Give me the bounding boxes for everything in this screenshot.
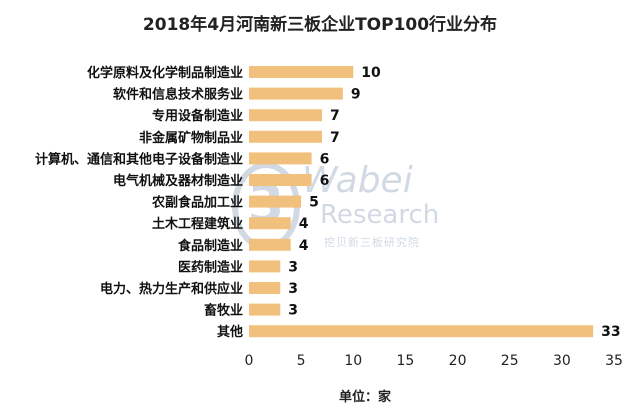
bar	[249, 66, 354, 78]
data-label: 3	[288, 281, 298, 297]
data-label: 5	[309, 195, 319, 211]
x-tick-label: 10	[344, 353, 362, 369]
bar	[249, 174, 312, 186]
watermark-chinese-name: 挖贝新三板研究院	[324, 236, 420, 249]
bar	[249, 87, 343, 100]
data-label: 3	[288, 259, 298, 275]
bar	[249, 260, 281, 273]
data-label: 3	[288, 303, 298, 319]
data-label: 7	[330, 108, 340, 124]
category-label: 计算机、通信和其他电子设备制造业	[35, 151, 243, 167]
data-label: 6	[320, 151, 330, 167]
category-label: 其他	[217, 324, 243, 340]
category-label: 化学原料及化学制品制造业	[87, 65, 243, 81]
x-tick-label: 15	[397, 353, 415, 369]
x-axis-unit-label: 单位：家	[338, 390, 391, 405]
data-label: 33	[601, 324, 620, 340]
data-label: 7	[330, 130, 340, 146]
x-tick-label: 30	[553, 353, 571, 369]
data-label: 4	[299, 238, 309, 254]
bar	[249, 195, 302, 208]
bar	[249, 325, 594, 338]
category-label: 农副食品加工业	[151, 195, 243, 211]
category-label: 非金属矿物制品业	[139, 130, 243, 146]
data-label: 10	[361, 65, 381, 81]
category-label: 食品制造业	[178, 238, 243, 254]
category-label: 电气机械及器材制造业	[113, 173, 243, 189]
chart-title: 2018年4月河南新三板企业TOP100行业分布	[142, 15, 498, 35]
watermark-name: Wabei	[302, 160, 413, 201]
data-label: 4	[299, 216, 309, 232]
bar	[249, 217, 291, 230]
x-tick-label: 25	[501, 353, 519, 369]
category-label: 电力、热力生产和供应业	[100, 281, 243, 297]
data-label: 9	[351, 87, 361, 103]
watermark-subtitle: Research	[320, 200, 440, 230]
category-label: 专用设备制造业	[152, 108, 243, 124]
category-label: 医药制造业	[178, 259, 243, 275]
data-label: 6	[320, 173, 330, 189]
bar	[249, 109, 322, 122]
bar	[249, 238, 291, 251]
x-tick-label: 35	[605, 353, 623, 369]
x-tick-label: 5	[297, 353, 306, 369]
bar	[249, 152, 312, 165]
x-tick-label: 20	[449, 353, 467, 369]
bar	[249, 282, 281, 294]
category-label: 畜牧业	[204, 303, 243, 319]
category-label: 土木工程建筑业	[152, 216, 243, 232]
bar	[249, 130, 322, 143]
x-tick-label: 0	[245, 353, 254, 369]
category-label: 软件和信息技术服务业	[113, 87, 243, 103]
bar	[249, 303, 281, 316]
